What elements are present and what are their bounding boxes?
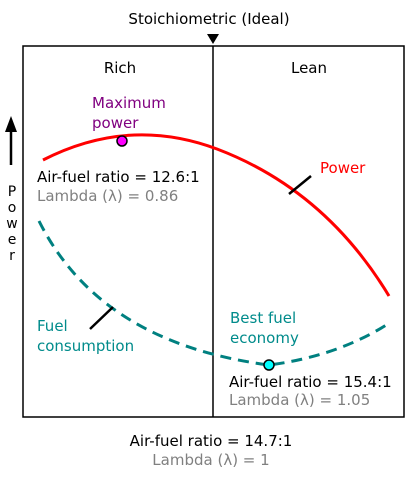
best-economy-title-line2: economy (230, 329, 299, 347)
lean-region-label: Lean (291, 59, 327, 77)
power-axis-letter: o (8, 200, 17, 216)
best-economy-ratio: Air-fuel ratio = 15.4:1 (229, 373, 392, 391)
fuel-consumption-curve (37, 220, 392, 367)
power-axis-letter: w (6, 216, 17, 232)
fuel-label-leader (89, 306, 114, 330)
power-axis-letter: P (8, 184, 16, 200)
max-power-title-line1: Maximum (92, 94, 166, 112)
stoichiometric-marker-icon (207, 34, 219, 44)
power-curve-label: Power (320, 159, 366, 177)
max-power-ratio: Air-fuel ratio = 12.6:1 (37, 168, 200, 186)
power-axis-label: P o w e r (6, 184, 17, 264)
power-curve (42, 133, 391, 297)
power-axis-letter: r (9, 248, 15, 264)
fuel-consumption-label-line2: consumption (37, 337, 134, 355)
best-economy-marker (263, 359, 275, 371)
stoichiometric-ratio: Air-fuel ratio = 14.7:1 (130, 432, 293, 450)
best-economy-lambda: Lambda (λ) = 1.05 (229, 391, 370, 409)
up-arrow-icon (5, 116, 17, 132)
stoichiometric-lambda: Lambda (λ) = 1 (152, 451, 269, 469)
max-power-lambda: Lambda (λ) = 0.86 (37, 187, 178, 205)
power-axis-letter: e (8, 232, 17, 248)
rich-region-label: Rich (104, 59, 136, 77)
max-power-title-line2: power (92, 114, 139, 132)
fuel-consumption-label-line1: Fuel (37, 317, 68, 335)
power-label-leader (288, 175, 312, 195)
stoichiometric-label: Stoichiometric (Ideal) (128, 10, 289, 28)
best-economy-title-line1: Best fuel (230, 309, 296, 327)
max-power-marker (116, 135, 128, 147)
